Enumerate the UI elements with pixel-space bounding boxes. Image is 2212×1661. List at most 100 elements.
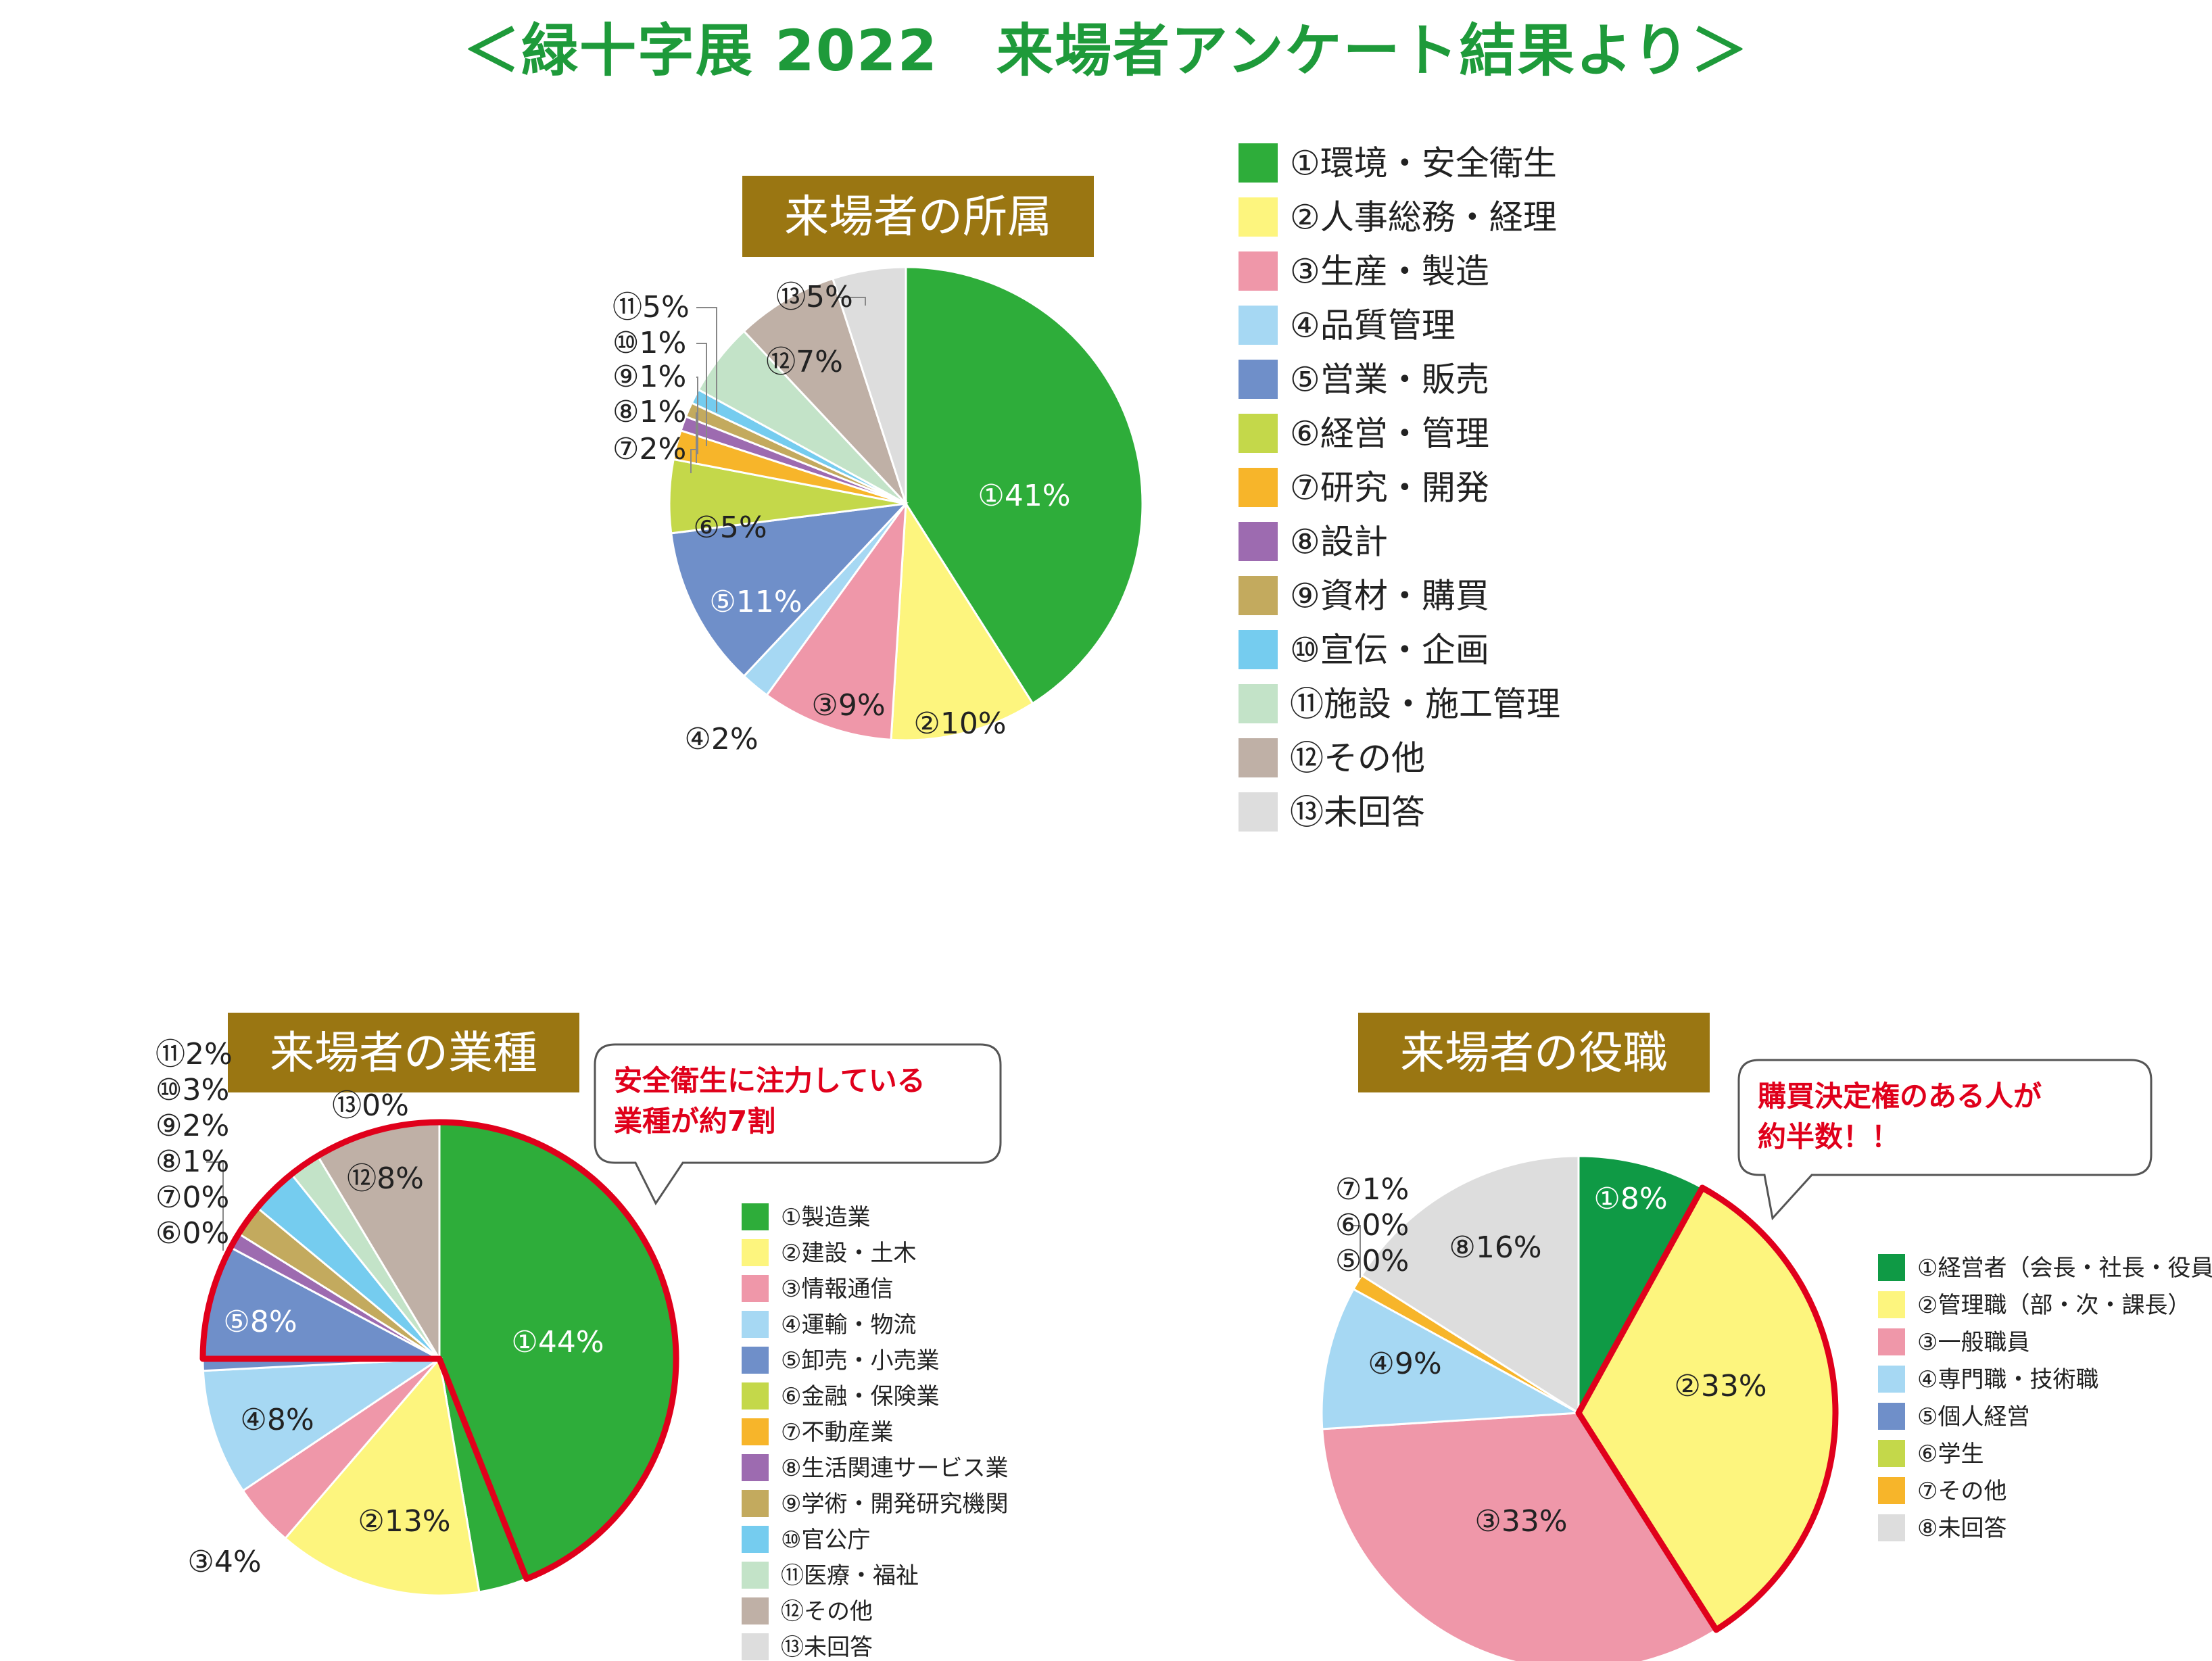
data-label: ⑤11% <box>709 585 802 619</box>
data-label: ⑥5% <box>693 510 767 545</box>
data-label: ④9% <box>1368 1347 1441 1381</box>
legend-swatch <box>1239 630 1278 669</box>
callout-line: 購買決定権のある人が <box>1758 1080 2042 1113</box>
legend-swatch <box>742 1311 769 1338</box>
callout-line: 約半数！！ <box>1758 1120 1900 1153</box>
legend-swatch <box>1878 1328 1905 1355</box>
chart-title-box <box>742 176 1094 257</box>
legend-label: ⑬未回答 <box>1290 792 1425 832</box>
legend-swatch <box>1239 414 1278 453</box>
data-label: ④2% <box>684 722 758 756</box>
pie-slice <box>1360 1155 1580 1415</box>
legend-label: ⑤営業・販売 <box>1290 360 1489 399</box>
data-label: ④8% <box>240 1403 314 1437</box>
pie-slice <box>201 1357 443 1493</box>
legend-swatch <box>1239 197 1278 237</box>
data-label: ③33% <box>1474 1504 1567 1539</box>
data-label: ⑫8% <box>347 1161 424 1196</box>
legend-label: ③生産・製造 <box>1290 251 1489 291</box>
pie-slice <box>831 266 907 504</box>
data-label: ②13% <box>358 1504 450 1539</box>
legend-label: ①経営者（会長・社長・役員） <box>1917 1255 2212 1282</box>
data-label: ⑪2% <box>155 1037 233 1072</box>
legend-swatch <box>742 1454 769 1481</box>
data-label: ⑦2% <box>612 432 686 466</box>
legend-swatch <box>1239 468 1278 507</box>
legend: ①製造業 ②建設・土木 ③情報通信 ④運輸・物流 ⑤卸売・小売業 ⑥金融・保険業 ⑦不動産業… <box>742 1203 1008 1661</box>
legend-swatch <box>742 1382 769 1410</box>
chart-3: 来場者の役職 ①8% ②33% ③33% ④9% ⑧16% ⑤0%⑥0%⑦1% ①経営者（会長… <box>1320 1013 2212 1661</box>
main-title: ＜緑十字展 2022 来場者アンケート結果より＞ <box>463 18 1749 84</box>
legend-swatch <box>1878 1514 1905 1541</box>
legend-label: ⑩官公庁 <box>781 1526 870 1554</box>
legend-label: ①環境・安全衛生 <box>1290 143 1557 183</box>
chart-title-box <box>1358 1013 1710 1092</box>
pie-slice <box>283 1356 481 1597</box>
callout-line: 安全衛生に注力している <box>614 1064 925 1097</box>
legend-label: ⑦不動産業 <box>781 1419 893 1446</box>
legend-swatch <box>1878 1403 1905 1430</box>
data-label: ⑬5% <box>776 280 853 314</box>
data-label: ⑦1% <box>1335 1172 1409 1207</box>
legend-label: ③情報通信 <box>781 1276 893 1303</box>
leader-line <box>696 343 707 446</box>
legend-label: ⑥学生 <box>1917 1441 1983 1468</box>
legend-label: ①製造業 <box>781 1204 870 1231</box>
legend-swatch <box>1878 1254 1905 1281</box>
legend-swatch <box>1878 1366 1905 1393</box>
chart-2: 来場者の業種 ①44% ②13% ③4% ④8% ⑤8% ⑫8% ⑬0% ⑥0%⑦0%⑧1%⑨2… <box>155 1013 1008 1661</box>
legend-swatch <box>1878 1291 1905 1318</box>
data-label: ⑩1% <box>612 326 686 360</box>
legend-swatch <box>1239 522 1278 561</box>
legend-label: ⑦研究・開発 <box>1290 468 1489 507</box>
leader-line <box>690 449 696 473</box>
data-label: ⑥0% <box>1335 1208 1409 1243</box>
data-label: ①44% <box>511 1325 604 1359</box>
leader-line <box>206 1161 224 1251</box>
legend-label: ⑫その他 <box>781 1598 873 1625</box>
legend-label: ②建設・土木 <box>781 1240 916 1267</box>
legend: ①経営者（会長・社長・役員） ②管理職（部・次・課長） ③一般職員 ④専門職・技術職 ⑤… <box>1878 1254 2212 1542</box>
data-label: ③9% <box>811 688 885 723</box>
callout-line: 業種が約7割 <box>614 1105 775 1138</box>
leader-line <box>696 377 698 454</box>
data-label: ⑨2% <box>155 1109 229 1143</box>
legend-swatch <box>1239 143 1278 183</box>
legend-swatch <box>1239 792 1278 832</box>
legend-label: ④運輸・物流 <box>781 1311 916 1339</box>
legend-label: ⑤個人経営 <box>1917 1403 2029 1430</box>
legend-label: ②人事総務・経理 <box>1290 197 1557 237</box>
chart-1: 来場者の所属①41%②10%③9%④2%⑤11%⑥5%⑫7%⑦2%⑧1%⑨1%⑩… <box>612 143 1560 832</box>
leader-line <box>836 297 866 306</box>
legend-swatch <box>742 1418 769 1445</box>
data-label: ⑬0% <box>332 1088 409 1123</box>
pie-slice <box>1320 1287 1583 1430</box>
data-label: ⑪5% <box>612 290 690 324</box>
legend-label: ⑩宣伝・企画 <box>1290 630 1489 669</box>
legend-swatch <box>742 1633 769 1660</box>
pie-slice <box>1577 1155 1704 1414</box>
chart-title: 来場者の所属 <box>784 191 1052 243</box>
legend-label: ⑧未回答 <box>1917 1515 2006 1542</box>
legend-swatch <box>742 1562 769 1589</box>
legend-swatch <box>742 1526 769 1553</box>
data-label: ⑧16% <box>1449 1230 1541 1265</box>
data-label: ⑥0% <box>155 1216 229 1251</box>
pie-slice <box>890 500 1034 742</box>
legend-label: ⑪施設・施工管理 <box>1290 684 1560 723</box>
data-label: ⑧1% <box>155 1145 229 1179</box>
legend-swatch <box>742 1203 769 1230</box>
legend-label: ③一般職員 <box>1917 1329 2029 1356</box>
legend-label: ⑤卸売・小売業 <box>781 1347 939 1374</box>
legend-label: ⑧生活関連サービス業 <box>781 1455 1008 1482</box>
pie-slice <box>765 500 907 741</box>
legend-label: ⑦その他 <box>1917 1478 2006 1505</box>
leader-line <box>696 307 717 412</box>
legend-label: ⑨学術・開発研究機関 <box>781 1491 1008 1518</box>
legend-swatch <box>742 1597 769 1624</box>
leader-line <box>1352 1225 1361 1278</box>
legend-swatch <box>1239 306 1278 345</box>
legend-swatch <box>1239 738 1278 777</box>
data-label: ⑤8% <box>223 1305 297 1339</box>
